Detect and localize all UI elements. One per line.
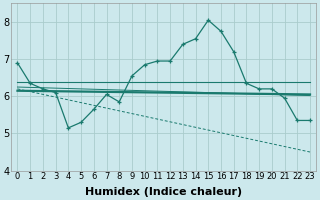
X-axis label: Humidex (Indice chaleur): Humidex (Indice chaleur) bbox=[85, 187, 242, 197]
